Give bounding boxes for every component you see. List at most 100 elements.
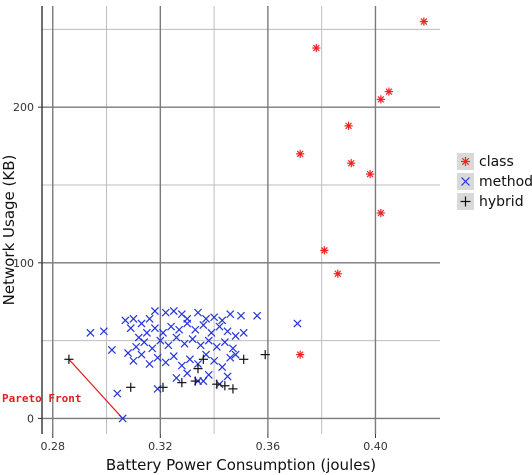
- point-method: [180, 339, 189, 348]
- data-points: [64, 17, 428, 423]
- legend-marker: [460, 196, 471, 207]
- point-method: [175, 325, 184, 334]
- point-method: [137, 350, 146, 359]
- point-hybrid: [220, 381, 230, 391]
- legend-label: class: [479, 154, 514, 170]
- point-method: [153, 384, 162, 393]
- point-method: [199, 321, 208, 330]
- pareto-label: Pareto Front: [2, 392, 81, 405]
- point-method: [236, 311, 246, 320]
- point-method: [158, 328, 168, 337]
- point-method: [226, 353, 235, 362]
- point-class: [344, 121, 353, 130]
- point-method: [167, 322, 176, 331]
- point-hybrid: [190, 376, 200, 386]
- point-method: [150, 324, 159, 333]
- point-class: [296, 350, 305, 359]
- point-hybrid: [177, 378, 187, 388]
- point-method: [218, 363, 227, 372]
- legend-item-hybrid: hybrid: [457, 193, 524, 210]
- point-class: [376, 95, 385, 104]
- series-hybrid: [64, 350, 270, 394]
- point-method: [169, 307, 178, 316]
- point-method: [129, 314, 138, 323]
- point-method: [126, 324, 135, 333]
- grid: [41, 6, 440, 434]
- point-method: [177, 361, 186, 370]
- point-class: [419, 17, 428, 26]
- legend-marker: [461, 157, 470, 166]
- point-method: [223, 327, 232, 336]
- point-class: [365, 169, 375, 179]
- legend-item-method: method: [457, 173, 532, 190]
- legend-label: method: [479, 174, 532, 190]
- point-method: [210, 313, 219, 322]
- x-axis-title: Battery Power Consumption (joules): [106, 456, 376, 474]
- point-method: [107, 345, 116, 354]
- point-method: [99, 327, 108, 336]
- point-method: [153, 353, 162, 362]
- series-class: [296, 17, 428, 359]
- point-hybrid: [260, 350, 270, 360]
- point-method: [129, 356, 138, 365]
- x-tick-label: 0.36: [256, 440, 281, 453]
- point-method: [156, 336, 165, 345]
- y-axis-ticks: 0 100 200: [13, 101, 42, 425]
- point-method: [210, 356, 219, 365]
- point-method: [124, 349, 133, 358]
- x-tick-label: 0.28: [41, 440, 66, 453]
- y-tick-label: 200: [13, 101, 34, 114]
- point-method: [228, 344, 237, 353]
- point-method: [183, 319, 192, 328]
- point-method: [199, 377, 208, 386]
- point-class: [376, 208, 385, 218]
- point-method: [145, 314, 154, 323]
- series-method: [86, 307, 302, 423]
- point-hybrid: [198, 354, 208, 364]
- point-method: [202, 314, 211, 323]
- point-method: [196, 341, 205, 350]
- point-hybrid: [212, 379, 222, 389]
- point-hybrid: [64, 354, 74, 364]
- point-method: [212, 342, 221, 351]
- point-method: [169, 352, 178, 361]
- point-hybrid: [239, 354, 249, 364]
- pareto-front: Pareto Front: [2, 358, 124, 419]
- x-axis-ticks: 0.28 0.32 0.36 0.40: [41, 434, 388, 453]
- legend-label: hybrid: [479, 194, 524, 210]
- y-tick-label: 0: [27, 412, 34, 425]
- point-method: [161, 358, 170, 367]
- point-method: [204, 336, 213, 345]
- point-method: [137, 319, 146, 328]
- x-tick-label: 0.32: [148, 440, 173, 453]
- point-method: [161, 308, 170, 317]
- legend-item-class: class: [457, 153, 514, 170]
- point-method: [164, 341, 173, 350]
- y-tick-label: 100: [13, 257, 34, 270]
- point-hybrid: [193, 364, 203, 374]
- point-method: [86, 328, 95, 337]
- legend: class method hybrid: [457, 153, 532, 210]
- point-class: [312, 43, 321, 53]
- legend-marker: [461, 177, 470, 186]
- point-method: [150, 307, 159, 316]
- point-method: [148, 344, 157, 353]
- point-class: [347, 159, 356, 168]
- point-method: [223, 372, 232, 381]
- point-class: [296, 149, 305, 158]
- point-method: [145, 359, 154, 368]
- point-method: [132, 342, 141, 351]
- point-class: [384, 87, 394, 96]
- x-tick-label: 0.40: [363, 440, 388, 453]
- point-method: [191, 325, 200, 334]
- point-method: [121, 316, 130, 325]
- point-method: [140, 338, 149, 347]
- point-hybrid: [126, 382, 136, 392]
- point-method: [226, 310, 235, 319]
- point-method: [113, 389, 122, 398]
- point-method: [231, 350, 240, 359]
- y-axis-title: Network Usage (KB): [0, 155, 18, 306]
- point-hybrid: [228, 384, 238, 394]
- point-method: [185, 355, 194, 364]
- point-method: [207, 328, 216, 337]
